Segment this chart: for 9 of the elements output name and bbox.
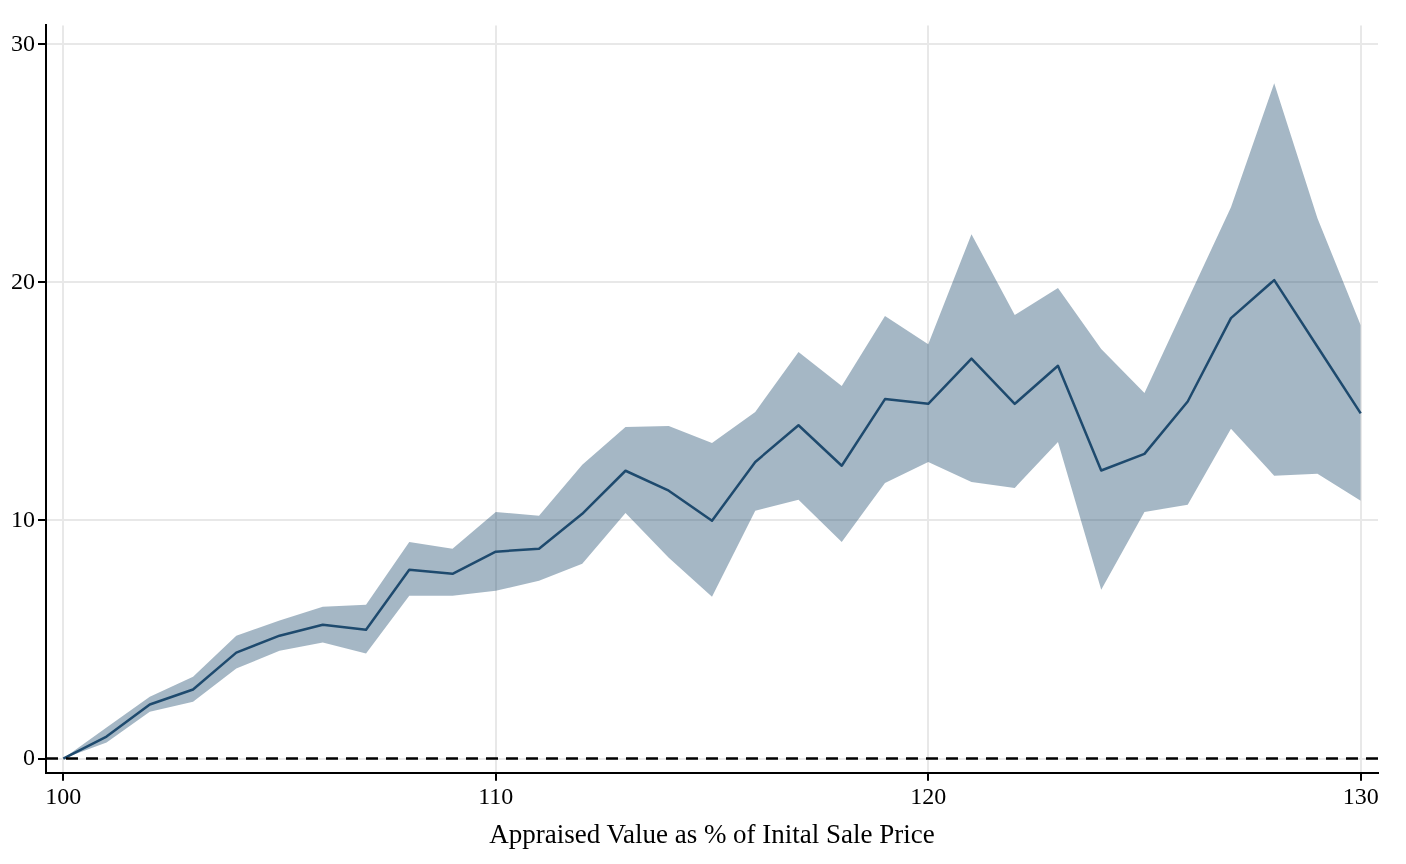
y-tick-label: 10 [11,505,35,532]
x-tick-label: 110 [478,783,514,810]
x-tick-label: 100 [45,783,82,810]
x-axis-title: Appraised Value as % of Inital Sale Price [489,818,935,849]
y-tick-label: 30 [11,29,35,56]
x-tick-label: 130 [1342,783,1379,810]
y-tick-label: 0 [23,743,35,770]
x-tick-label: 120 [910,783,947,810]
y-tick-label: 20 [11,267,35,294]
